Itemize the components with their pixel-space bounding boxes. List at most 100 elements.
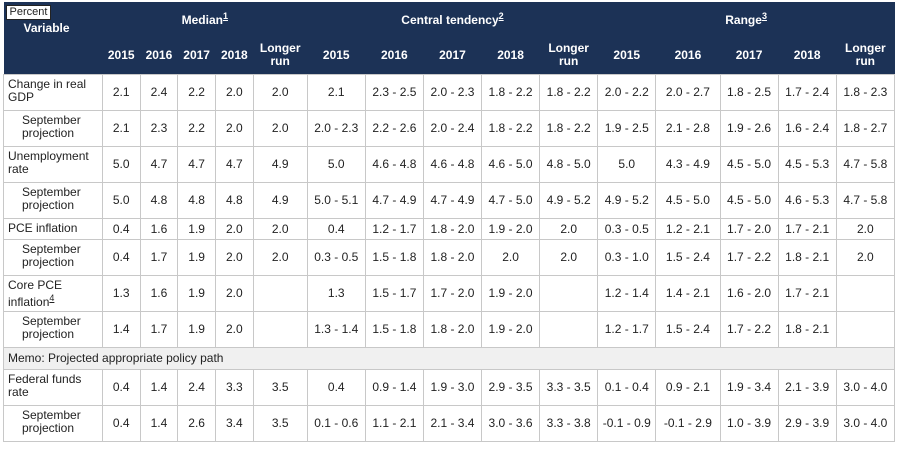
row-label-text: Change in real GDP (8, 77, 87, 104)
table-cell: 1.8 - 2.2 (539, 74, 599, 111)
table-cell: 5.0 (597, 146, 657, 183)
table-cell: 1.3 (306, 275, 366, 312)
table-cell (252, 311, 308, 348)
memo-label: Memo: Projected appropriate policy path (3, 347, 895, 370)
table-cell: 3.3 - 3.8 (539, 405, 599, 442)
group-header-central-tendency: Central tendency2 (307, 2, 598, 36)
table-cell: 2.0 (214, 110, 254, 147)
row-label: Unemployment rate (3, 146, 103, 183)
table-cell: 4.7 - 4.9 (422, 182, 483, 219)
table-cell: 1.7 - 2.1 (777, 275, 837, 312)
table-cell: 1.9 (177, 275, 216, 312)
table-cell: 1.1 - 2.1 (364, 405, 424, 442)
table-cell: 1.7 - 2.1 (777, 218, 837, 240)
row-label: PCE inflation (3, 218, 103, 240)
table-cell: 1.9 (177, 311, 216, 348)
table-cell: 4.5 - 5.0 (719, 182, 779, 219)
table-cell: 1.8 - 2.2 (480, 74, 541, 111)
table-cell: 2.3 - 2.5 (364, 74, 424, 111)
column-header: 2016 (365, 36, 424, 75)
group-header-range: Range3 (597, 2, 895, 36)
table-cell (252, 275, 308, 312)
percent-tag: Percent (5, 5, 52, 20)
table-cell: 4.8 (214, 182, 254, 219)
table-cell: 2.0 (214, 218, 254, 240)
table-cell: 1.7 - 2.0 (422, 275, 483, 312)
table-cell: 2.0 (252, 218, 308, 240)
row-label-text: September projection (22, 242, 81, 269)
table-cell: 0.1 - 0.4 (597, 369, 657, 406)
table-cell: 0.3 - 1.0 (597, 239, 657, 276)
table-cell: 2.0 (835, 239, 896, 276)
table-cell: -0.1 - 2.9 (655, 405, 721, 442)
table-row: September projection 0.4 1.4 2.6 3.4 3.5 0.1 -… (3, 405, 896, 442)
table-cell: 3.4 (214, 405, 254, 442)
table-row: Unemployment rate 5.0 4.7 4.7 4.7 4.9 5.0 4.6 -… (3, 146, 896, 183)
row-label: September projection (3, 405, 103, 442)
table-cell: 2.1 - 3.9 (777, 369, 837, 406)
row-label-text: Unemployment rate (8, 149, 89, 176)
table-row: Change in real GDP 2.1 2.4 2.2 2.0 2.0 2.1 2.3 … (3, 74, 896, 111)
row-label-text: September projection (22, 314, 81, 341)
table-cell: 2.4 (177, 369, 216, 406)
table-cell: 0.4 (101, 218, 141, 240)
table-cell: 0.9 - 1.4 (364, 369, 424, 406)
table-cell: 3.0 - 4.0 (835, 405, 896, 442)
table-cell: 2.0 (252, 239, 308, 276)
table-cell: 2.2 (177, 110, 216, 147)
table-cell: 2.1 (306, 74, 366, 111)
table-cell: 2.0 - 2.2 (597, 74, 657, 111)
table-cell: 1.4 (101, 311, 141, 348)
table-cell: 2.3 (139, 110, 179, 147)
table-cell: 1.2 - 2.1 (655, 218, 721, 240)
column-header: 2016 (140, 36, 178, 75)
table-cell: 1.5 - 1.7 (364, 275, 424, 312)
table-cell: 0.3 - 0.5 (306, 239, 366, 276)
table-cell: 2.1 (101, 74, 141, 111)
table-row: Core PCE inflation4 1.3 1.6 1.9 2.0 1.3 1.5 - … (3, 275, 896, 312)
table-cell: 3.3 (214, 369, 254, 406)
table-cell: 0.4 (306, 218, 366, 240)
table-cell: 4.9 (252, 146, 308, 183)
table-cell: 1.4 (139, 405, 179, 442)
table-cell: 2.0 (252, 74, 308, 111)
table-cell: 2.0 (252, 110, 308, 147)
table-cell: 2.0 - 2.3 (306, 110, 366, 147)
table-cell: 2.0 (214, 239, 254, 276)
table-cell: 2.0 - 2.4 (422, 110, 483, 147)
table-cell (835, 311, 896, 348)
table-cell: 2.0 (480, 239, 541, 276)
table-cell: 1.3 (101, 275, 141, 312)
table-cell: 1.4 - 2.1 (655, 275, 721, 312)
table-cell (539, 311, 599, 348)
column-header: 2018 (778, 36, 837, 75)
table-cell: 1.8 - 2.7 (835, 110, 896, 147)
row-label: September projection (3, 110, 103, 147)
table-cell: 5.0 (101, 182, 141, 219)
table-cell: 2.0 - 2.7 (655, 74, 721, 111)
variable-title: Variable (23, 21, 70, 35)
row-label: Federal funds rate (3, 369, 103, 406)
table-row: September projection 0.4 1.7 1.9 2.0 2.0 0.3 -… (3, 239, 896, 276)
table-cell: 4.5 - 5.3 (777, 146, 837, 183)
table-cell: 4.8 (177, 182, 216, 219)
table-cell: -0.1 - 0.9 (597, 405, 657, 442)
table-cell: 2.0 (214, 74, 254, 111)
row-label-text: Core PCE inflation (8, 278, 63, 309)
column-header-row: 2015 2016 2017 2018 Longer run 2015 2016 2017 20… (4, 36, 895, 75)
table-cell: 1.4 (139, 369, 179, 406)
table-cell: 1.8 - 2.1 (777, 239, 837, 276)
table-row: Federal funds rate 0.4 1.4 2.4 3.3 3.5 0.4 0.9 … (3, 369, 896, 406)
column-header: 2017 (177, 36, 216, 75)
table-cell: 2.0 (214, 275, 254, 312)
table-row: September projection 1.4 1.7 1.9 2.0 1.3 - 1.… (3, 311, 896, 348)
table-cell: 4.6 - 4.8 (364, 146, 424, 183)
table-cell: 2.0 (835, 218, 896, 240)
table-cell: 1.7 - 2.2 (719, 311, 779, 348)
table-cell: 1.5 - 2.4 (655, 239, 721, 276)
table-cell: 1.9 - 2.0 (480, 275, 541, 312)
table-cell: 2.1 - 2.8 (655, 110, 721, 147)
table-cell: 4.6 - 5.0 (480, 146, 541, 183)
table-cell: 2.0 - 2.3 (422, 74, 483, 111)
table-cell: 4.7 (177, 146, 216, 183)
